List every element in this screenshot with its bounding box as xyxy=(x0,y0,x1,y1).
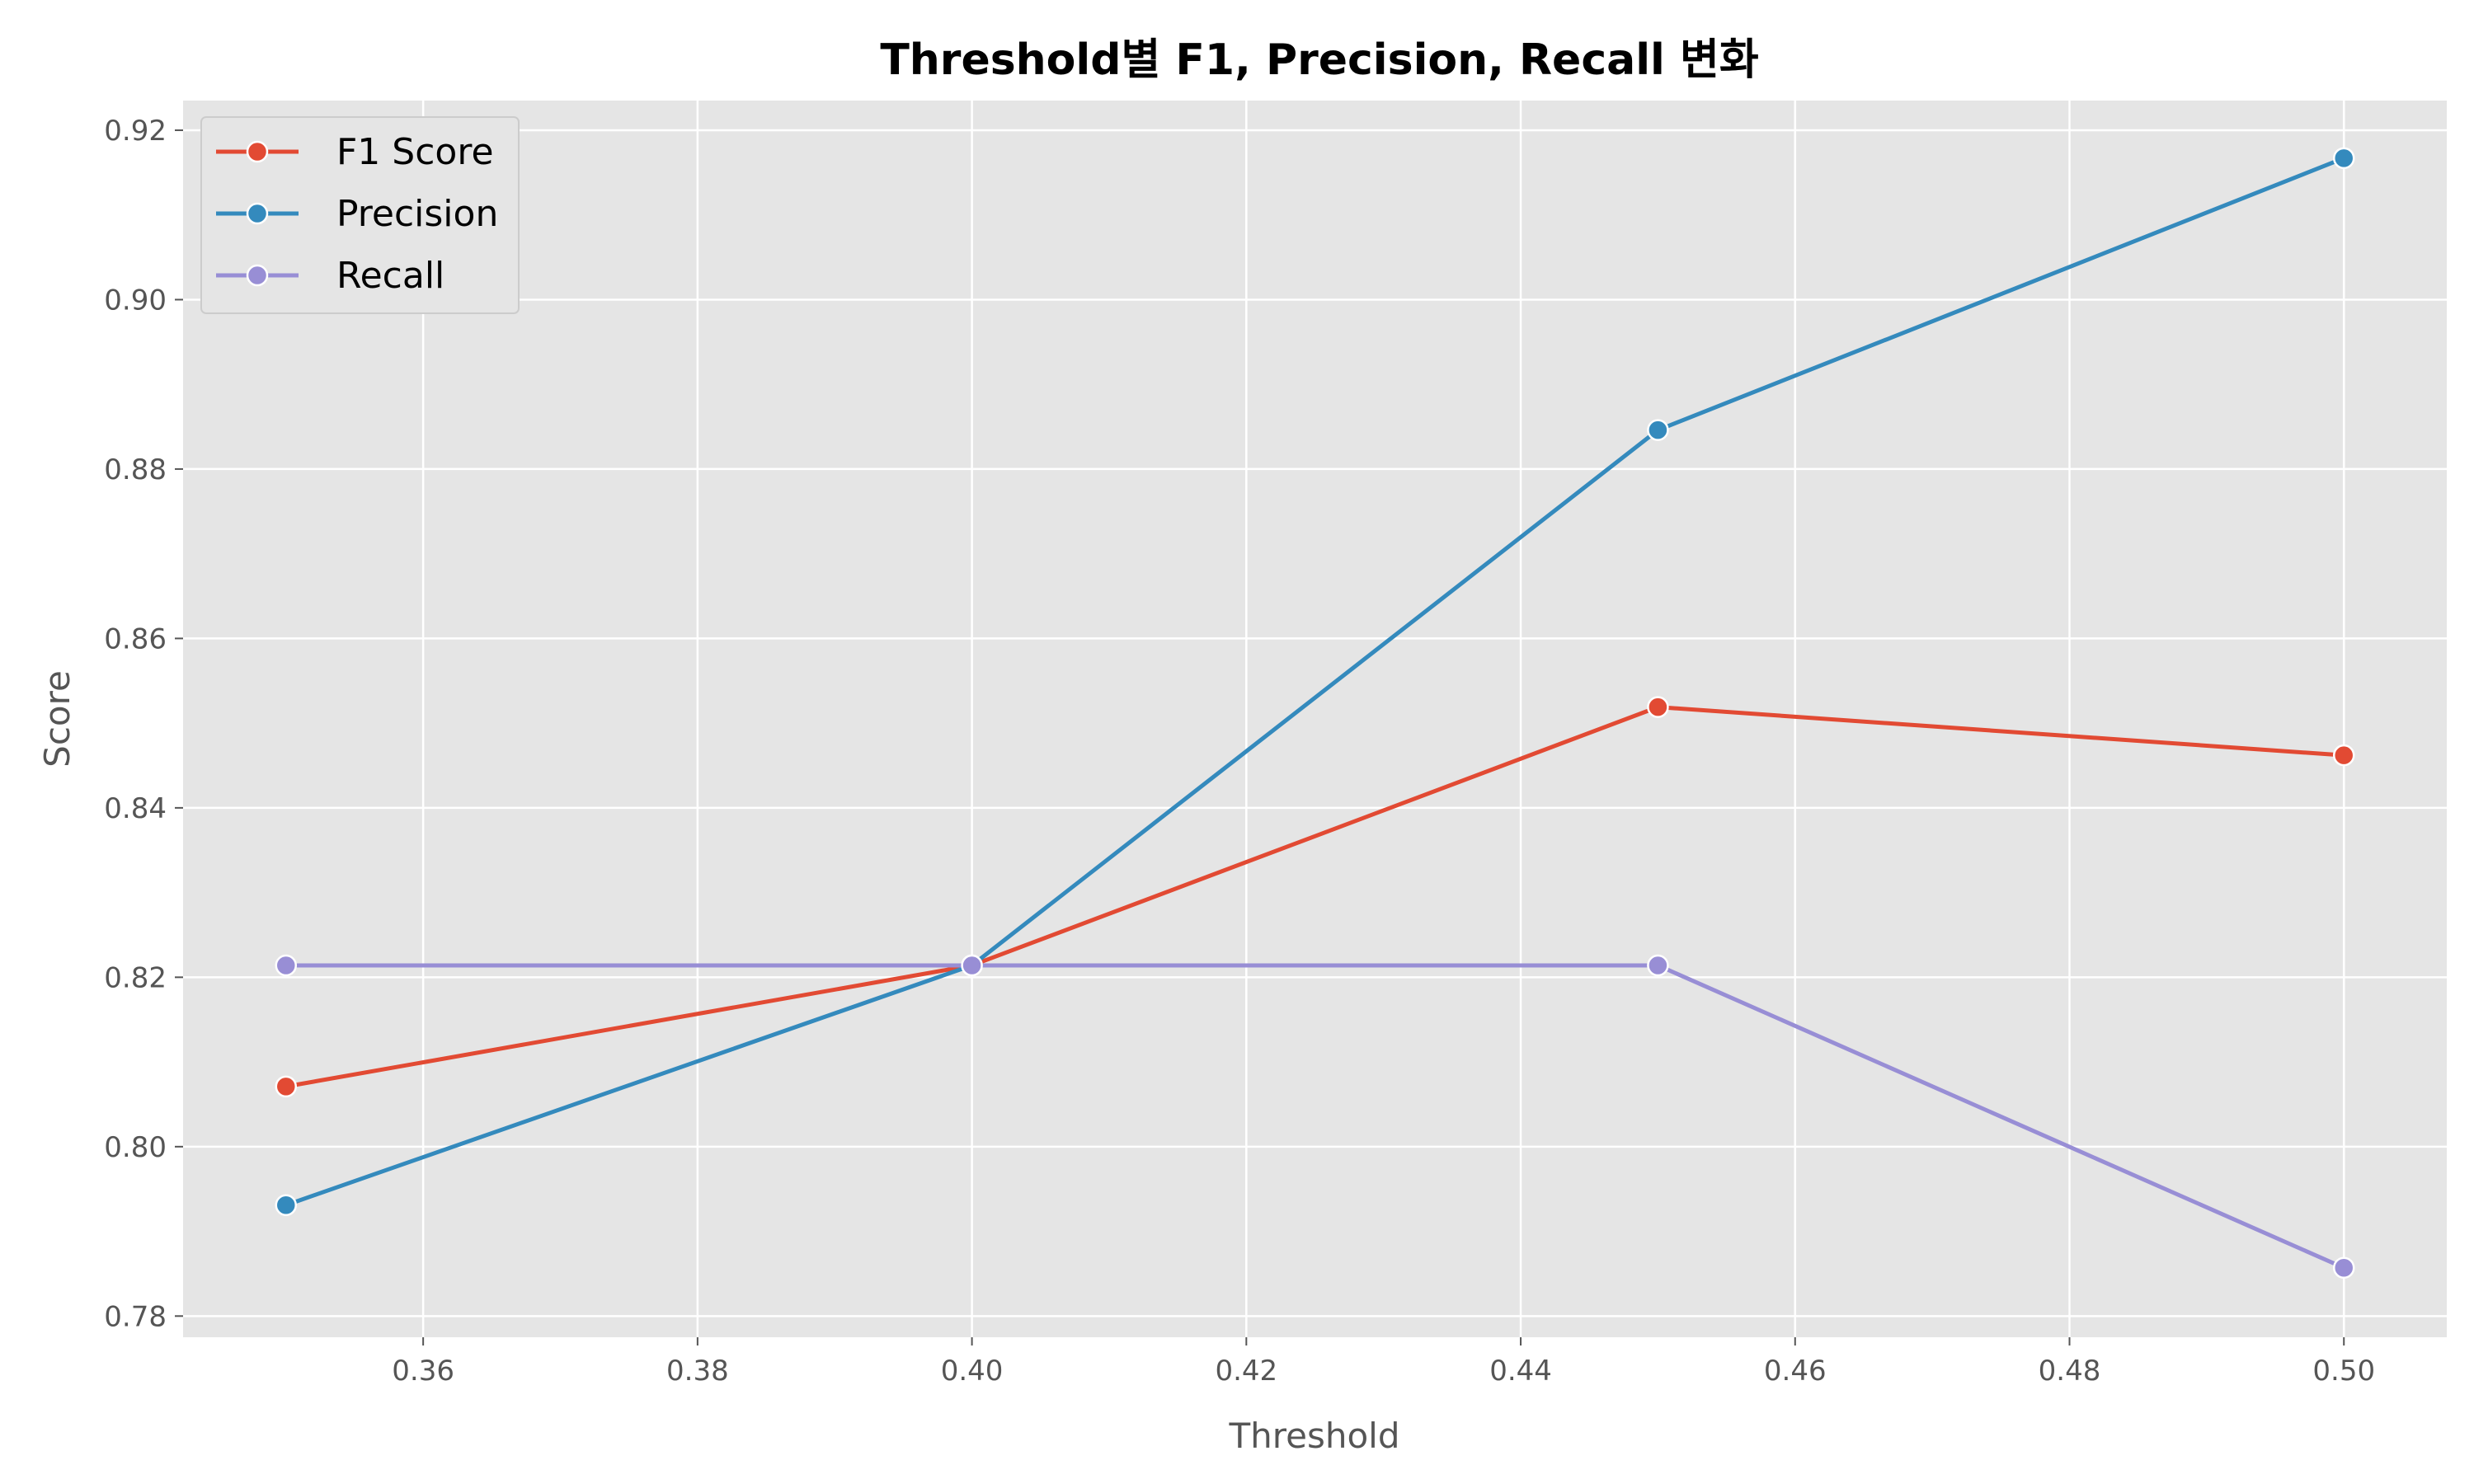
data-point-precision xyxy=(1647,419,1669,441)
legend-label-f1-score: F1 Score xyxy=(336,131,494,173)
y-tick-label: 0.90 xyxy=(104,284,167,317)
series-group xyxy=(275,147,2355,1280)
legend: F1 Score Precision Recall xyxy=(200,116,520,314)
y-tick-label: 0.82 xyxy=(104,961,167,994)
y-axis-ticks: 0.78 0.80 0.82 0.84 0.86 0.88 0.90 0.92 xyxy=(104,115,183,1333)
data-point-recall xyxy=(961,954,983,977)
data-point-recall xyxy=(275,954,298,977)
y-tick-label: 0.86 xyxy=(104,622,167,655)
data-point-f1-score xyxy=(2332,744,2355,767)
data-point-recall xyxy=(1647,954,1669,977)
x-axis-ticks: 0.36 0.38 0.40 0.42 0.44 0.46 0.48 0.50 xyxy=(392,1337,2375,1388)
data-point-precision xyxy=(275,1194,298,1216)
y-axis-label: Score xyxy=(37,670,78,768)
data-point-precision xyxy=(2332,147,2355,170)
y-tick-label: 0.88 xyxy=(104,453,167,486)
legend-marker-recall xyxy=(246,264,269,287)
legend-marker-precision xyxy=(246,202,269,225)
x-tick-label: 0.36 xyxy=(392,1355,454,1388)
legend-marker-f1-score xyxy=(246,140,269,163)
y-tick-label: 0.80 xyxy=(104,1131,167,1164)
x-tick-label: 0.42 xyxy=(1215,1355,1277,1388)
data-point-recall xyxy=(2332,1256,2355,1280)
x-tick-label: 0.38 xyxy=(666,1355,729,1388)
legend-label-precision: Precision xyxy=(336,193,498,235)
series-line-precision xyxy=(285,156,2345,1208)
x-tick-label: 0.40 xyxy=(941,1355,1004,1388)
legend-box xyxy=(200,116,520,314)
plot-area xyxy=(183,101,2447,1337)
chart-title: Threshold별 F1, Precision, Recall 변화 xyxy=(880,35,1758,85)
data-point-f1-score xyxy=(275,1075,298,1098)
legend-label-recall: Recall xyxy=(336,255,444,297)
x-tick-label: 0.48 xyxy=(2039,1355,2101,1388)
y-tick-label: 0.84 xyxy=(104,792,167,825)
x-tick-label: 0.46 xyxy=(1764,1355,1827,1388)
data-point-f1-score xyxy=(1647,696,1669,718)
y-tick-label: 0.92 xyxy=(104,115,167,148)
y-tick-label: 0.78 xyxy=(104,1300,167,1333)
series-line-recall xyxy=(285,963,2345,1270)
x-tick-label: 0.50 xyxy=(2312,1355,2375,1388)
series-line-f1-score xyxy=(285,705,2345,1089)
x-axis-label: Threshold xyxy=(1229,1416,1400,1456)
x-tick-label: 0.44 xyxy=(1489,1355,1552,1388)
